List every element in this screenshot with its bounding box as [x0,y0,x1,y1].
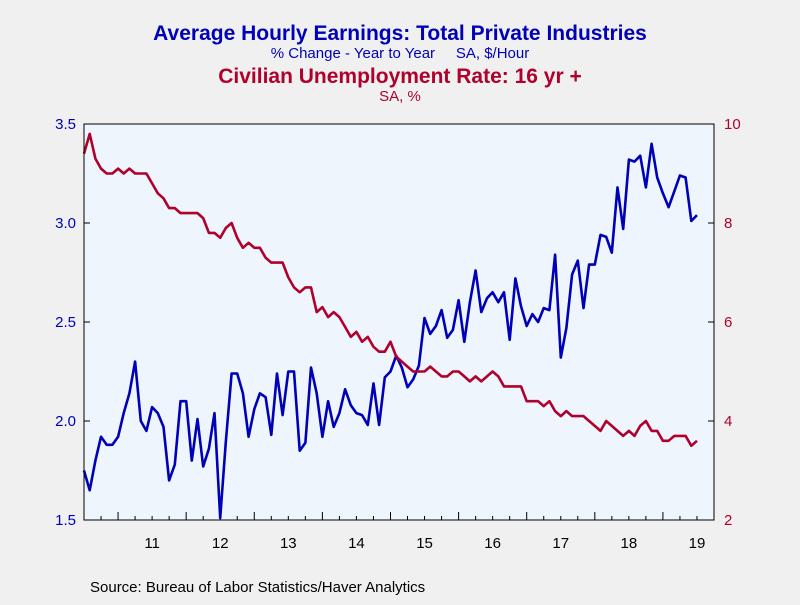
x-axis-tick-label: 17 [552,535,569,552]
unemployment-rate-line [82,132,698,448]
right-axis-tick-label: 6 [724,314,732,331]
x-axis-tick-label: 18 [621,535,638,552]
chart-subtitle: % Change - Year to Year SA, $/Hour [271,45,530,62]
source-note: Source: Bureau of Labor Statistics/Haver… [90,579,425,596]
left-axis-tick-label: 3.5 [55,116,76,133]
right-axis-tick-label: 8 [724,215,732,232]
left-axis-tick-label: 3.0 [55,215,76,232]
chart-title-2: Civilian Unemployment Rate: 16 yr + [218,65,582,88]
x-axis-tick-label: 14 [348,535,365,552]
plot-area [83,123,715,521]
left-axis-tick-label: 2.5 [55,314,76,331]
left-axis-tick-label: 1.5 [55,512,76,529]
hourly-earnings-line [82,142,698,520]
chart-title: Average Hourly Earnings: Total Private I… [153,22,647,45]
left-axis: 1.5 2.0 2.5 3.0 3.5 [55,116,90,529]
x-axis-tick-label: 19 [689,535,706,552]
right-axis: 2 4 6 8 10 [708,116,741,529]
x-axis-tick-label: 15 [416,535,433,552]
left-axis-tick-label: 2.0 [55,413,76,430]
right-axis-tick-label: 10 [724,116,741,133]
x-axis-tick-label: 16 [484,535,501,552]
plot-frame [83,123,715,521]
chart-subtitle-2: SA, % [379,88,421,105]
right-axis-tick-label: 4 [724,413,732,430]
x-axis-tick-label: 12 [212,535,229,552]
x-axis-tick-label: 13 [280,535,297,552]
x-axis: 11 12 13 14 15 16 17 18 19 [100,512,706,552]
right-axis-tick-label: 2 [724,512,732,529]
series-layer [82,132,698,520]
x-axis-tick-label: 11 [144,535,160,552]
